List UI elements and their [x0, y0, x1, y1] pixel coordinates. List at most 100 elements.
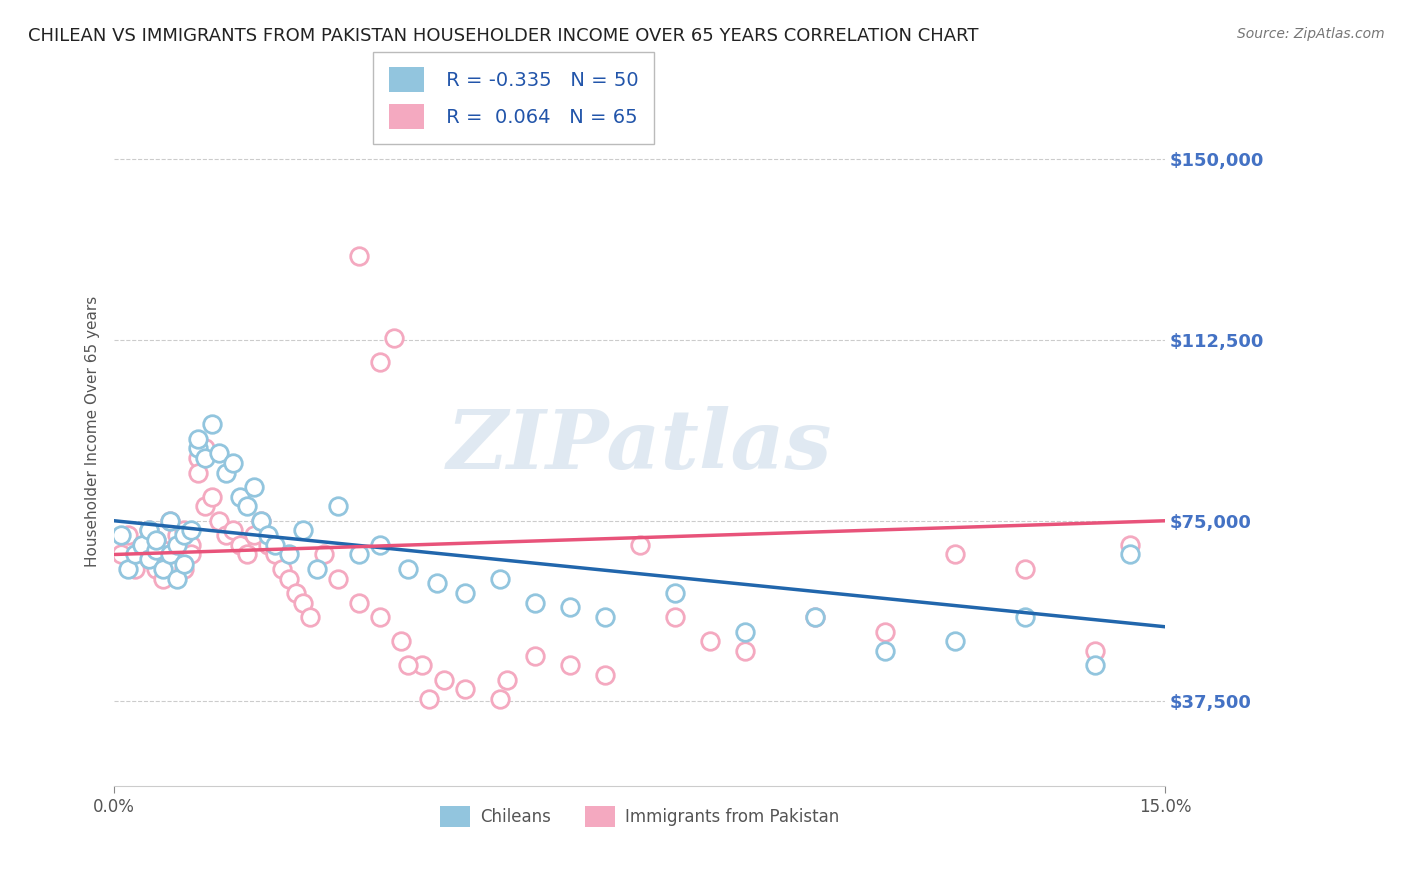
Point: [285, 586, 308, 600]
Point: [398, 658, 420, 673]
Point: [166, 528, 188, 542]
Point: [384, 331, 406, 345]
Point: [194, 442, 217, 456]
Point: [166, 538, 188, 552]
Point: [187, 466, 209, 480]
Point: [264, 538, 287, 552]
Point: [236, 500, 259, 514]
Point: [138, 552, 160, 566]
Point: [292, 524, 315, 538]
Point: [145, 562, 167, 576]
Point: [194, 500, 217, 514]
Point: [159, 514, 181, 528]
Point: [411, 658, 433, 673]
Point: [398, 562, 420, 576]
Point: [222, 524, 245, 538]
Point: [145, 533, 167, 547]
Y-axis label: Householder Income Over 65 years: Householder Income Over 65 years: [86, 296, 100, 567]
Point: [250, 514, 273, 528]
Point: [1014, 610, 1036, 624]
Point: [264, 548, 287, 562]
Point: [215, 528, 238, 542]
Point: [166, 572, 188, 586]
Point: [558, 658, 581, 673]
Point: [187, 442, 209, 456]
Point: [152, 542, 174, 557]
Point: [117, 562, 139, 576]
Point: [124, 562, 146, 576]
Point: [628, 538, 651, 552]
Point: [804, 610, 827, 624]
Point: [734, 624, 756, 639]
Point: [370, 538, 392, 552]
Point: [257, 528, 280, 542]
Point: [593, 668, 616, 682]
Point: [370, 355, 392, 369]
Point: [166, 538, 188, 552]
Point: [173, 557, 195, 571]
Point: [187, 451, 209, 466]
Point: [943, 548, 966, 562]
Point: [278, 548, 301, 562]
Point: [145, 542, 167, 557]
Text: Source: ZipAtlas.com: Source: ZipAtlas.com: [1237, 27, 1385, 41]
Point: [152, 572, 174, 586]
Point: [488, 692, 510, 706]
Point: [131, 538, 153, 552]
Point: [117, 528, 139, 542]
Point: [432, 673, 454, 687]
Point: [194, 451, 217, 466]
Point: [873, 624, 896, 639]
Point: [201, 417, 224, 432]
Point: [699, 634, 721, 648]
Point: [159, 548, 181, 562]
Point: [243, 528, 266, 542]
Point: [187, 432, 209, 446]
Point: [370, 610, 392, 624]
Point: [418, 692, 440, 706]
Point: [208, 514, 231, 528]
Point: [159, 548, 181, 562]
Point: [664, 610, 686, 624]
Point: [307, 562, 329, 576]
Point: [110, 548, 132, 562]
Point: [495, 673, 517, 687]
Point: [804, 610, 827, 624]
Point: [328, 500, 350, 514]
Point: [734, 644, 756, 658]
Point: [453, 586, 475, 600]
Point: [593, 610, 616, 624]
Point: [523, 596, 546, 610]
Point: [943, 634, 966, 648]
Point: [391, 634, 413, 648]
Point: [152, 562, 174, 576]
Point: [558, 600, 581, 615]
Point: [243, 480, 266, 494]
Point: [349, 596, 371, 610]
Point: [208, 446, 231, 460]
Point: [271, 562, 294, 576]
Point: [180, 524, 202, 538]
Point: [425, 576, 447, 591]
Text: ZIPatlas: ZIPatlas: [447, 406, 832, 486]
Point: [173, 562, 195, 576]
Point: [453, 682, 475, 697]
Point: [523, 648, 546, 663]
Point: [229, 538, 252, 552]
Point: [314, 548, 336, 562]
Point: [229, 490, 252, 504]
Point: [222, 456, 245, 470]
Point: [328, 572, 350, 586]
Point: [110, 528, 132, 542]
Point: [1119, 548, 1142, 562]
Point: [1084, 644, 1107, 658]
Point: [124, 548, 146, 562]
Point: [664, 586, 686, 600]
Point: [201, 490, 224, 504]
Point: [1014, 562, 1036, 576]
Point: [488, 572, 510, 586]
Point: [159, 514, 181, 528]
Point: [173, 524, 195, 538]
Point: [1084, 658, 1107, 673]
Point: [873, 644, 896, 658]
